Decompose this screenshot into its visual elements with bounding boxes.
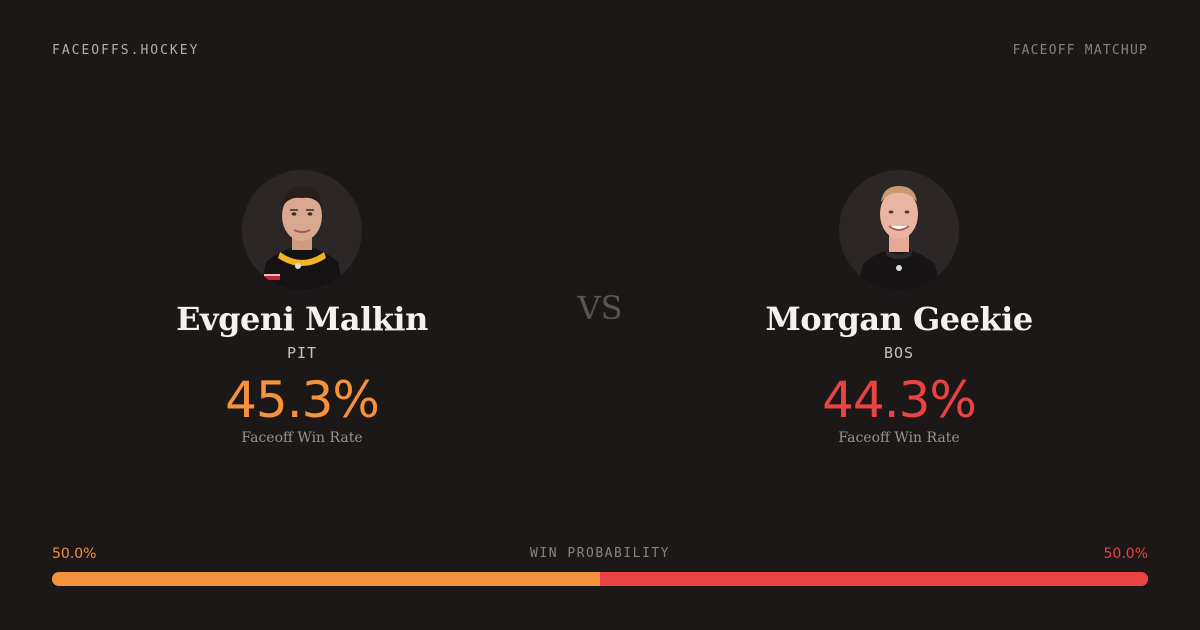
player-headshot-icon	[857, 186, 941, 290]
win-probability-left-value: 50.0%	[52, 546, 97, 562]
avatar	[839, 170, 959, 290]
player-card-left: Evgeni Malkin PIT 45.3% Faceoff Win Rate	[92, 170, 512, 446]
faceoff-win-rate-label: Faceoff Win Rate	[241, 430, 363, 446]
avatar	[242, 170, 362, 290]
faceoff-win-rate: 45.3%	[225, 371, 380, 429]
win-probability-bar-left	[52, 572, 600, 586]
player-name: Morgan Geekie	[765, 300, 1033, 338]
vs-label: VS	[577, 289, 623, 327]
page-section-label: FACEOFF MATCHUP	[1012, 43, 1148, 58]
faceoff-win-rate: 44.3%	[822, 371, 977, 429]
win-probability-title: WIN PROBABILITY	[530, 546, 670, 561]
player-card-right: Morgan Geekie BOS 44.3% Faceoff Win Rate	[689, 170, 1109, 446]
player-headshot-icon	[260, 186, 344, 290]
team-code: BOS	[883, 344, 915, 362]
win-probability-right-value: 50.0%	[1103, 546, 1148, 562]
player-name: Evgeni Malkin	[176, 300, 428, 338]
win-probability-bar-right	[600, 572, 1148, 586]
team-code: PIT	[286, 344, 318, 362]
faceoff-win-rate-label: Faceoff Win Rate	[838, 430, 960, 446]
site-brand[interactable]: FACEOFFS.HOCKEY	[52, 43, 200, 58]
win-probability-bar	[52, 572, 1148, 586]
